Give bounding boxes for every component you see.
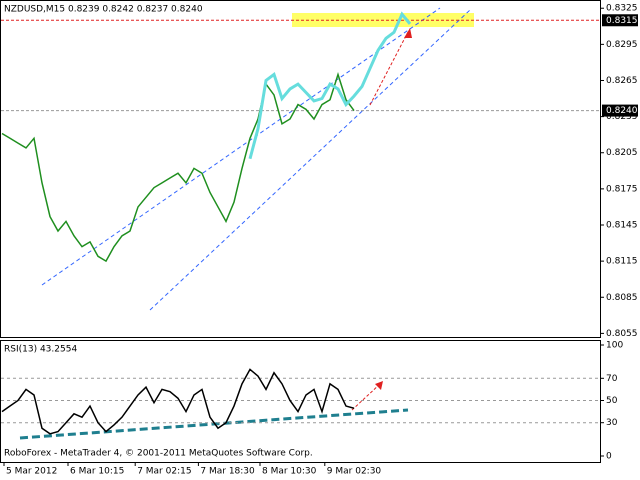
rsi-forecast-arrow — [351, 383, 381, 411]
y-tick-label: 50 — [606, 396, 618, 406]
y-tick-label: 70 — [606, 374, 618, 384]
y-tick-label: 0.8175 — [606, 184, 638, 194]
y-tick-label: 0.8235 — [606, 112, 638, 122]
rsi-title: RSI(13) 43.2554 — [4, 345, 77, 355]
y-tick-label: 0.8145 — [606, 221, 638, 231]
x-tick-label: 7 Mar 18:30 — [200, 467, 255, 477]
x-tick-label: 9 Mar 02:30 — [327, 467, 382, 477]
price-line — [1, 368, 355, 435]
x-tick-label: 5 Mar 2012 — [6, 467, 57, 477]
arrow-head — [404, 28, 412, 38]
chart-title: NZDUSD,M15 0.8239 0.8242 0.8237 0.8240 — [4, 5, 203, 15]
y-tick-label: 0.8295 — [606, 40, 638, 50]
y-tick-label: 0.8325 — [606, 4, 638, 14]
y-tick-label: 30 — [606, 418, 618, 428]
y-tick-label: 0.8265 — [606, 76, 638, 86]
x-tick-label: 7 Mar 02:15 — [137, 467, 191, 477]
channel-line — [149, 9, 471, 311]
price-marker-label: 0.8240 — [606, 106, 638, 116]
price-frame — [0, 0, 601, 338]
y-tick-label: 0.8205 — [606, 148, 638, 158]
footer: RoboForex - MetaTrader 4, © 2001-2011 Me… — [4, 449, 313, 459]
channel-line — [41, 7, 441, 286]
x-tick-label: 8 Mar 10:30 — [262, 467, 317, 477]
price-marker-label: 0.8315 — [606, 16, 638, 26]
price-marker-box — [602, 104, 638, 117]
y-tick-label: 0.8085 — [606, 293, 638, 303]
price-line — [1, 71, 355, 263]
rsi-frame — [0, 340, 601, 463]
rsi-trend-line — [19, 408, 409, 440]
price-line — [248, 11, 412, 160]
forecast-arrow — [369, 31, 409, 106]
price-marker-box — [602, 14, 638, 27]
x-tick-label: 6 Mar 10:15 — [70, 467, 124, 477]
arrow-head — [375, 381, 383, 390]
y-tick-label: 0.8055 — [606, 329, 638, 339]
y-tick-label: 0.8115 — [606, 257, 638, 267]
y-tick-label: 0 — [606, 452, 612, 462]
y-tick-label: 100 — [606, 341, 623, 351]
